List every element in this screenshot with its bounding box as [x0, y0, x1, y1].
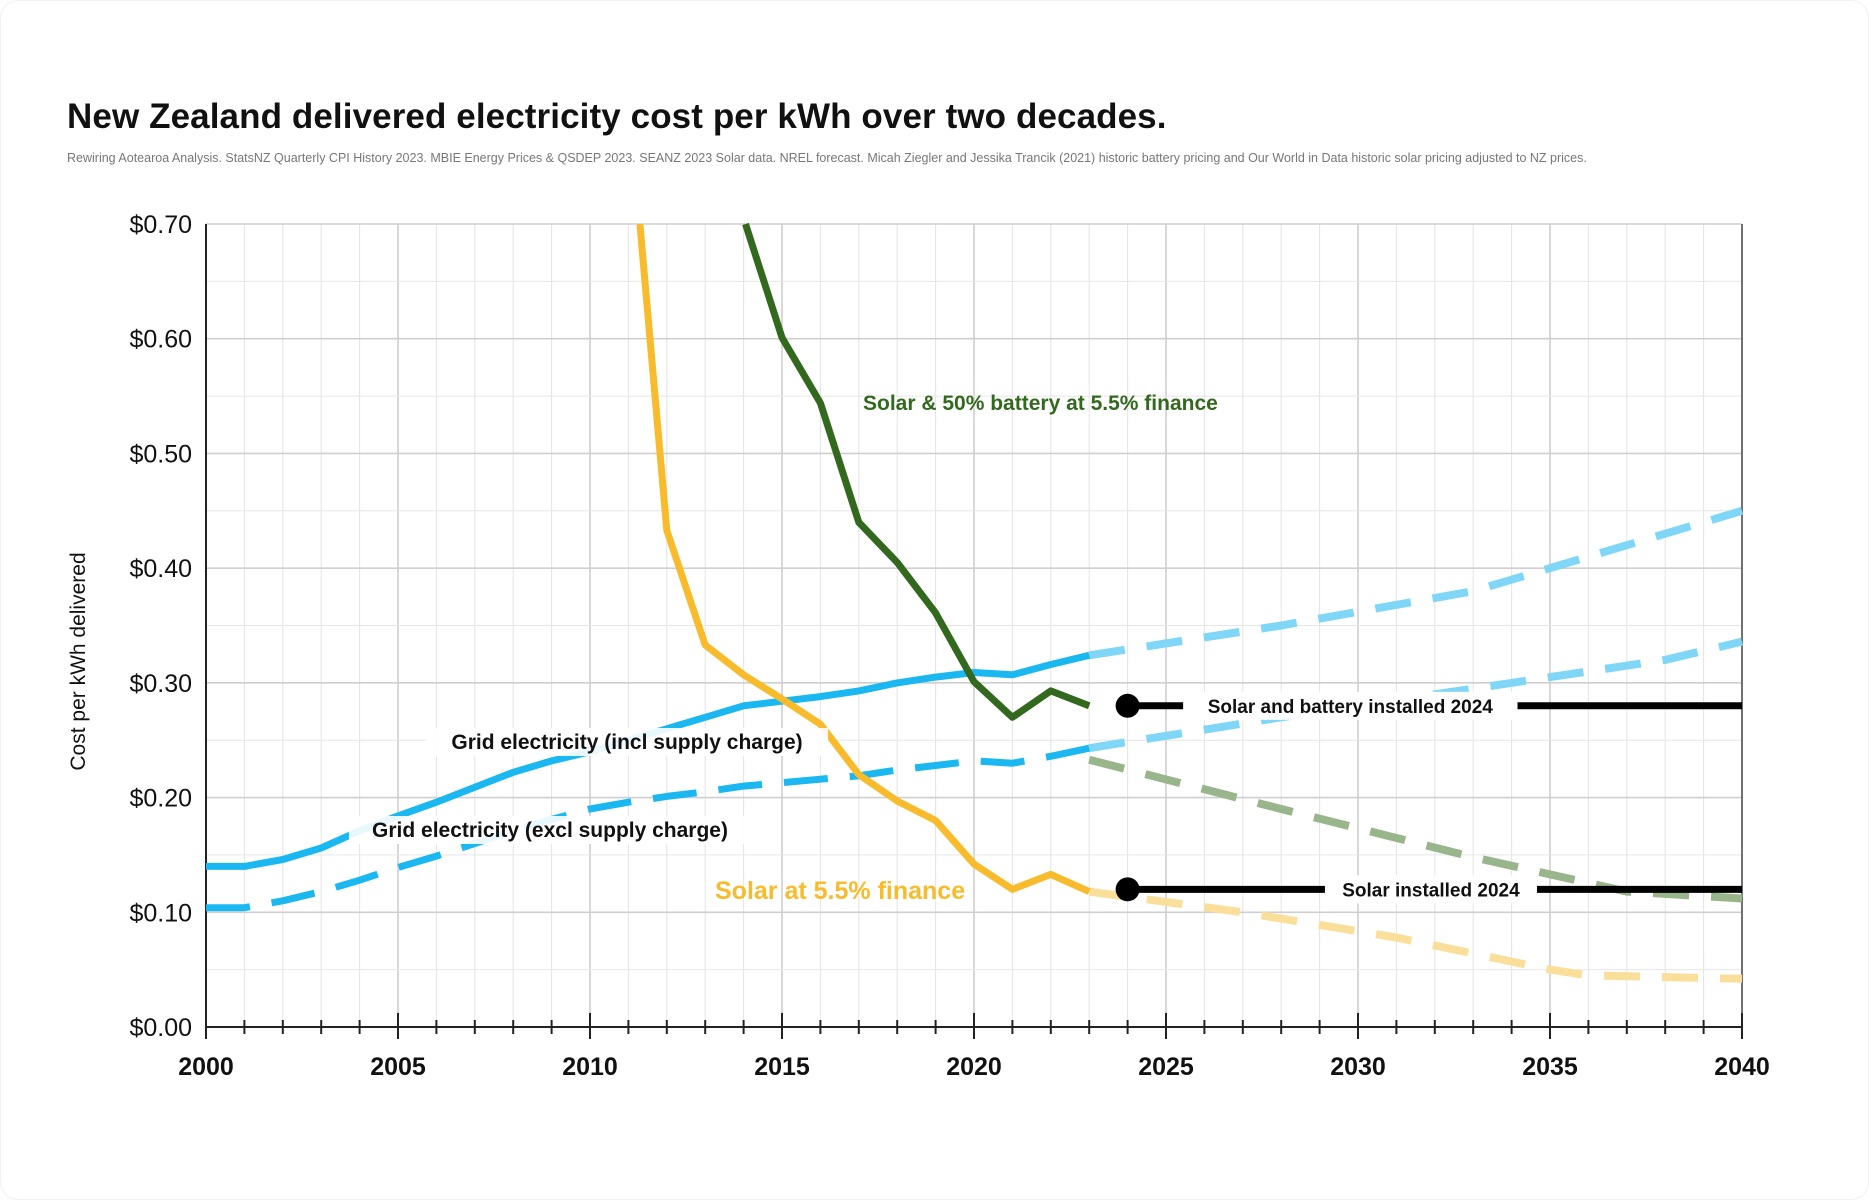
x-tick-label: 2035	[1522, 1053, 1578, 1081]
chart-subtitle: Rewiring Aotearoa Analysis. StatsNZ Quar…	[67, 151, 1587, 165]
annotation-label-1: Solar & 50% battery at 5.5% finance	[863, 392, 1218, 415]
x-tick-label: 2020	[946, 1053, 1002, 1081]
series-forecast-line-2	[1088, 637, 1743, 753]
series-line-2	[206, 744, 1090, 912]
x-tick-label: 2025	[1138, 1053, 1194, 1081]
annotation-label-3: Grid electricity (excl supply charge)	[372, 819, 728, 842]
x-tick-label: 2040	[1714, 1053, 1770, 1081]
y-axis-title: Cost per kWh delivered	[67, 552, 90, 770]
y-tick-label: $0.00	[129, 1014, 192, 1042]
series-forecast-line-1	[1088, 506, 1744, 660]
reference-marker-2	[1115, 877, 1140, 902]
y-tick-label: $0.20	[129, 785, 192, 813]
y-tick-label: $0.70	[129, 211, 192, 239]
y-tick-label: $0.30	[129, 670, 192, 698]
reference-label-2: Solar installed 2024	[1342, 880, 1520, 901]
reference-label-bg-2	[1324, 875, 1537, 904]
annotation-bg-2	[425, 728, 829, 756]
y-tick-label: $0.50	[129, 440, 192, 468]
series-forecast-line-4	[1088, 755, 1743, 903]
annotation-label-2: Grid electricity (incl supply charge)	[451, 731, 802, 754]
annotation-bg-3	[348, 816, 752, 844]
x-tick-label: 2015	[754, 1053, 810, 1081]
series-line-4	[742, 222, 1091, 721]
series-forecast-line-3	[1088, 887, 1743, 983]
y-tick-label: $0.60	[129, 326, 192, 354]
x-tick-label: 2010	[562, 1053, 618, 1081]
annotation-label-4: Solar at 5.5% finance	[715, 877, 965, 905]
y-tick-label: $0.40	[129, 555, 192, 583]
reference-label-1: Solar and battery installed 2024	[1208, 697, 1494, 718]
series-line-3	[636, 223, 1091, 895]
reference-marker-1	[1115, 693, 1140, 718]
x-tick-label: 2005	[370, 1053, 426, 1081]
x-tick-label: 2000	[178, 1053, 234, 1081]
x-tick-label: 2030	[1330, 1053, 1386, 1081]
chart-title: New Zealand delivered electricity cost p…	[67, 97, 1167, 136]
y-tick-label: $0.10	[129, 899, 192, 927]
reference-label-bg-1	[1183, 691, 1518, 720]
